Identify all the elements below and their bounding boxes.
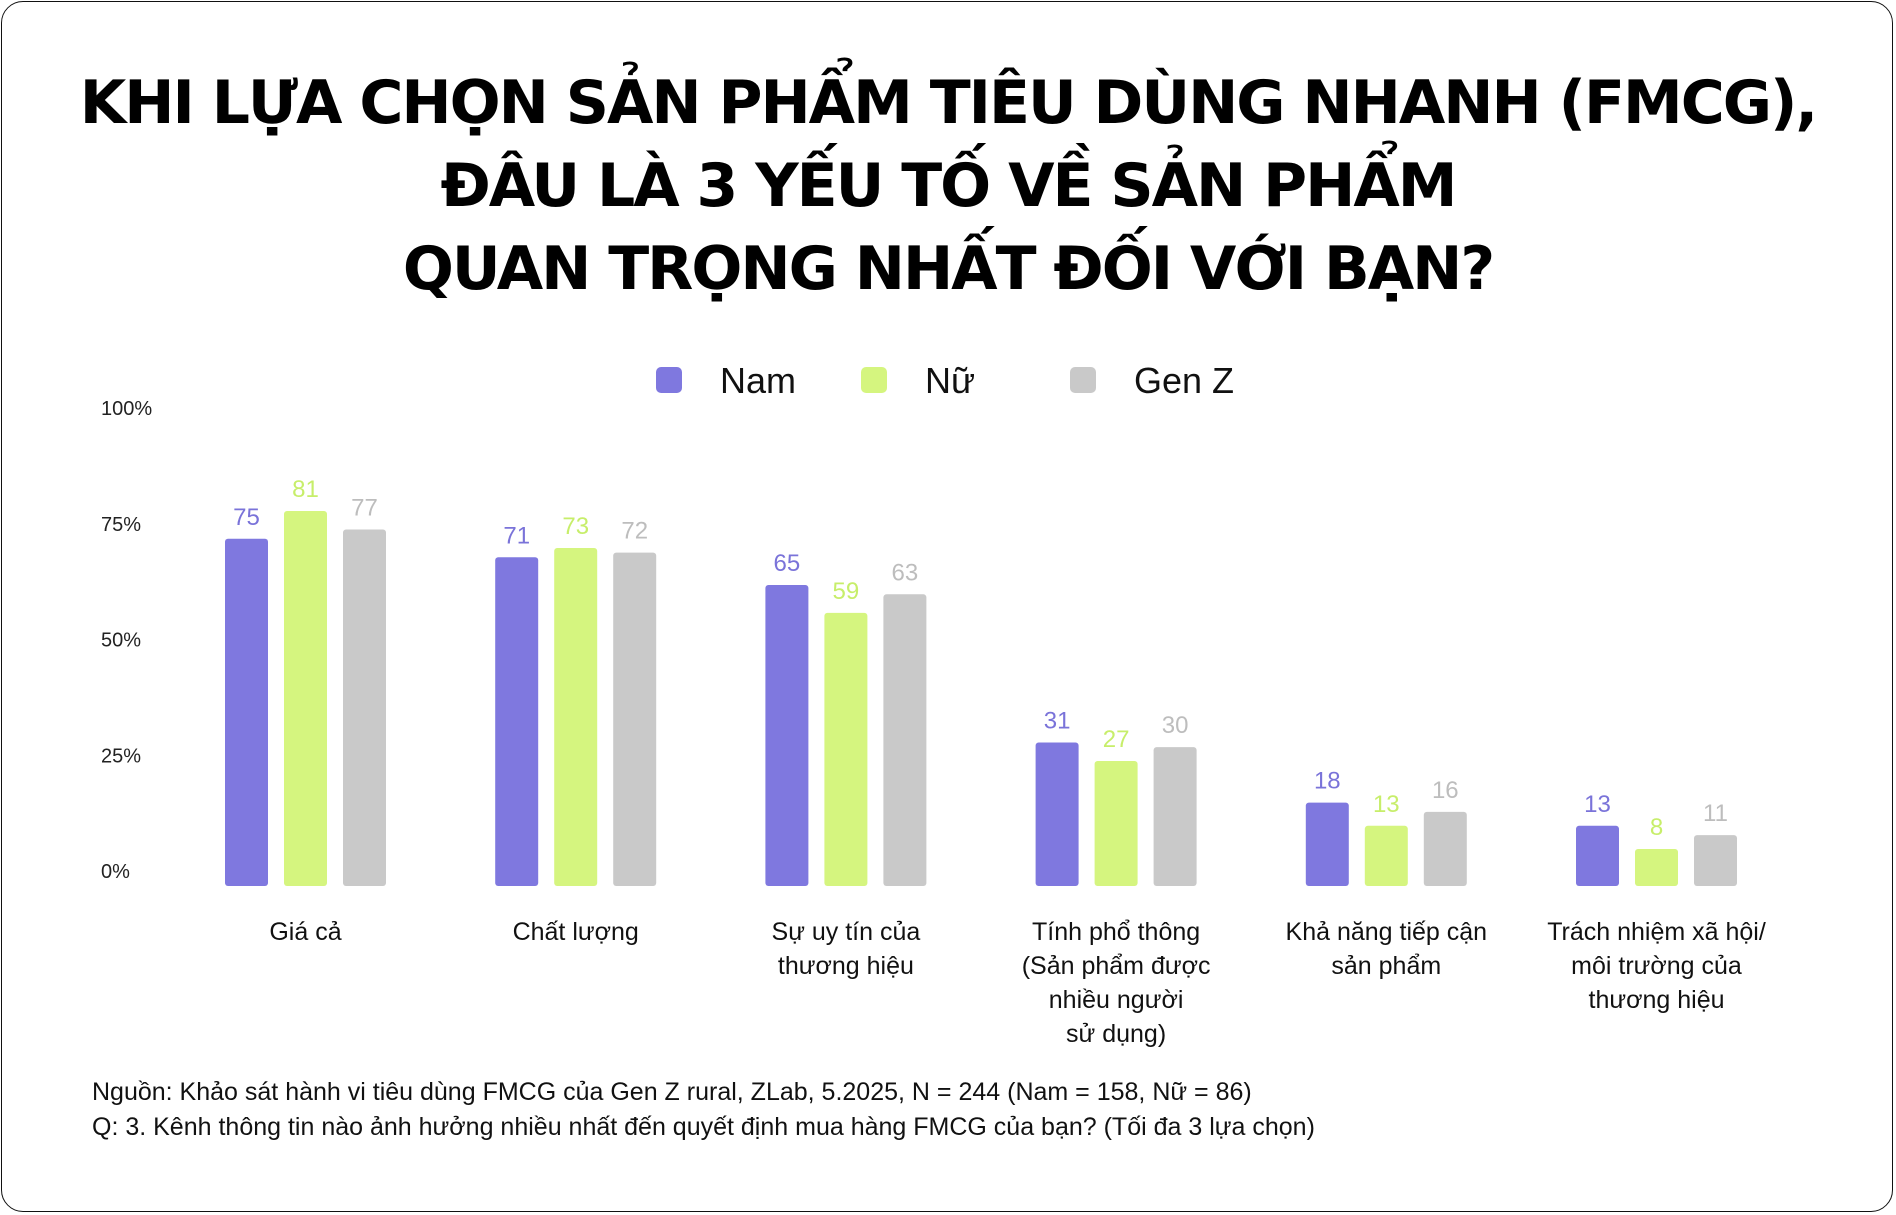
data-label: 65 xyxy=(774,550,801,577)
bar-nữ xyxy=(284,510,327,886)
data-label: 59 xyxy=(833,578,860,605)
bar-nam xyxy=(1305,802,1349,886)
data-label: 27 xyxy=(1103,726,1130,753)
category-label: Tính phổ thông xyxy=(1032,918,1200,946)
bar-gen-z xyxy=(883,594,927,886)
category-label: sử dụng) xyxy=(1066,1020,1166,1048)
category-label: thương hiệu xyxy=(778,952,914,980)
y-tick-label: 0% xyxy=(101,861,130,883)
bar-nam xyxy=(225,538,268,886)
bar-gen-z xyxy=(1423,811,1467,886)
legend-label: Nữ xyxy=(925,360,975,401)
category-label: Sự uy tín của xyxy=(772,918,921,946)
data-label: 63 xyxy=(892,559,919,586)
category-label: nhiều người xyxy=(1049,986,1184,1014)
legend-label: Gen Z xyxy=(1134,360,1234,401)
bar-nữ xyxy=(1635,848,1678,886)
data-label: 71 xyxy=(503,522,530,549)
y-tick-label: 75% xyxy=(101,514,141,536)
category-label: sản phẩm xyxy=(1331,952,1441,980)
data-label: 77 xyxy=(351,494,378,521)
y-tick-label: 100% xyxy=(101,398,152,420)
y-tick-label: 50% xyxy=(101,630,141,652)
question-note: Q: 3. Kênh thông tin nào ảnh hưởng nhiều… xyxy=(92,1113,1315,1141)
category-label: Khả năng tiếp cận xyxy=(1286,918,1488,946)
y-tick-label: 25% xyxy=(101,745,141,767)
bar-nữ xyxy=(1094,760,1138,886)
bar-gen-z xyxy=(1153,747,1197,886)
legend-swatch-nam xyxy=(656,367,682,393)
bar-nam xyxy=(1035,742,1079,886)
bar-gen-z xyxy=(1694,835,1737,886)
data-label: 81 xyxy=(292,476,319,503)
data-label: 73 xyxy=(562,513,589,540)
legend-swatch-nữ xyxy=(861,367,887,393)
data-label: 16 xyxy=(1432,777,1459,804)
data-label: 8 xyxy=(1650,814,1663,841)
category-label: Giá cả xyxy=(269,918,341,946)
bar-nữ xyxy=(1364,825,1408,886)
source-note: Nguồn: Khảo sát hành vi tiêu dùng FMCG c… xyxy=(92,1078,1252,1106)
category-label: môi trường của xyxy=(1571,952,1742,980)
data-label: 30 xyxy=(1162,712,1189,739)
category-label: thương hiệu xyxy=(1589,986,1725,1014)
bar-nam xyxy=(1576,825,1619,886)
bar-nam xyxy=(765,585,809,886)
legend-label: Nam xyxy=(720,360,796,401)
category-label: Chất lượng xyxy=(513,918,639,946)
data-label: 72 xyxy=(621,518,648,545)
category-label: (Sản phẩm được xyxy=(1022,952,1211,980)
data-label: 11 xyxy=(1703,800,1728,827)
chart-title-line-2: ĐÂU LÀ 3 YẾU TỐ VỀ SẢN PHẨM xyxy=(440,151,1458,221)
chart-title-line-1: KHI LỰA CHỌN SẢN PHẨM TIÊU DÙNG NHANH (F… xyxy=(79,68,1818,138)
data-label: 13 xyxy=(1373,791,1400,818)
data-label: 18 xyxy=(1314,768,1341,795)
legend-swatch-gen-z xyxy=(1070,367,1096,393)
bar-gen-z xyxy=(343,529,386,886)
data-label: 31 xyxy=(1044,707,1071,734)
chart-title-line-3: QUAN TRỌNG NHẤT ĐỐI VỚI BẠN? xyxy=(402,234,1495,304)
category-label: Trách nhiệm xã hội/ xyxy=(1547,918,1766,946)
bar-gen-z xyxy=(613,552,657,886)
bar-nữ xyxy=(824,612,868,886)
data-label: 13 xyxy=(1584,791,1611,818)
data-label: 75 xyxy=(233,504,260,531)
bar-nam xyxy=(495,557,539,886)
bar-nữ xyxy=(554,548,598,886)
